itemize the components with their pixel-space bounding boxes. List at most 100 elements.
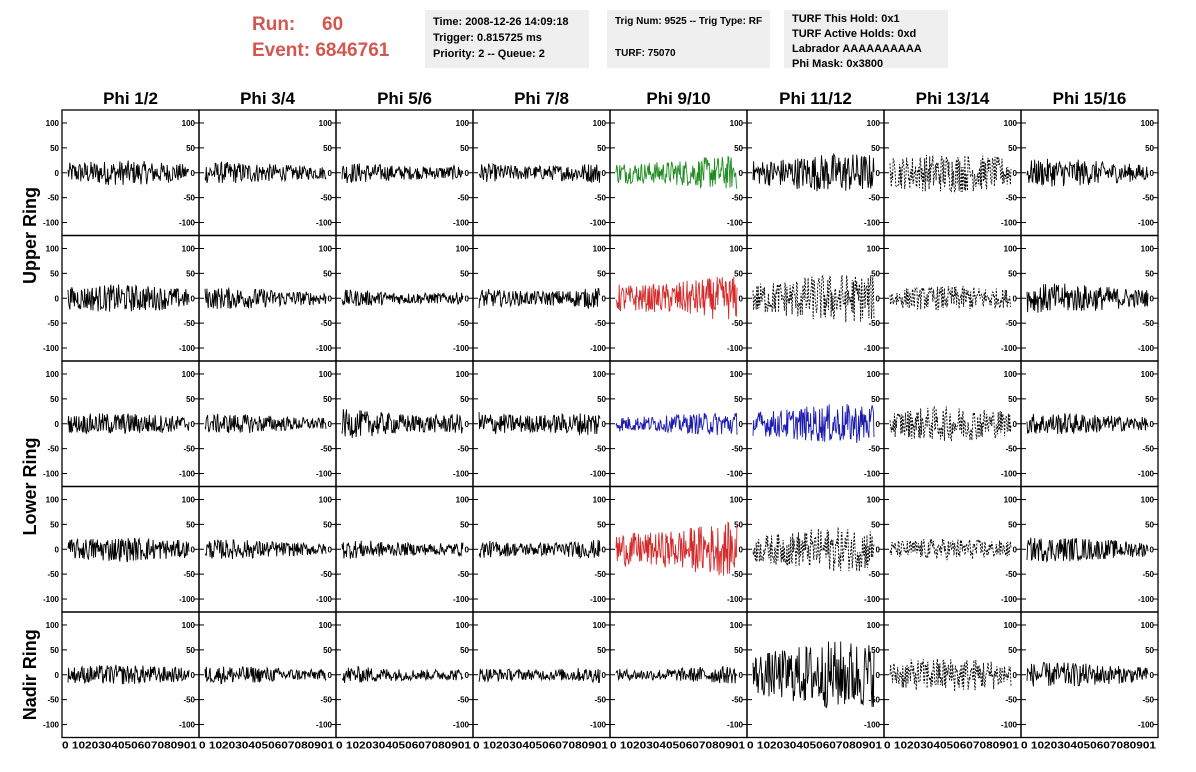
y-tick-label: 0: [876, 169, 881, 178]
event-label: Event:: [252, 40, 311, 61]
y-tick-label: 0: [1150, 169, 1155, 178]
y-tick-label: 100: [46, 621, 60, 630]
column-header: Phi 1/2: [103, 89, 158, 108]
y-tick-label: -50: [594, 319, 606, 328]
y-tick-label: -100: [864, 470, 881, 479]
waveform-panel: 100 50 0 -50 -100 0 1020304050607080901: [883, 611, 1022, 752]
y-tick-label: -50: [320, 319, 332, 328]
waveform-trace: [752, 403, 875, 444]
waveform-panel: 100 100 50 50 0 0 -50 -50 -100 -100 0 102030405060…: [43, 611, 200, 752]
y-tick-label: -100: [179, 344, 196, 353]
trig-num-text: Trig Num: 9525 -- Trig Type: RF: [615, 16, 763, 27]
y-tick-label: 100: [1004, 370, 1018, 379]
waveform-panel: 100 50 0 -50 -100: [472, 485, 611, 613]
y-tick-label: 50: [1008, 144, 1017, 153]
y-tick-label: -50: [868, 570, 880, 579]
y-tick-label: 50: [460, 646, 469, 655]
waveform-panel: 100 50 0 -50 -100 0 1020304050607080901: [472, 611, 611, 752]
y-tick-label: 0: [465, 545, 470, 554]
y-tick-label: -100: [1001, 721, 1018, 730]
y-tick-label: 0: [1150, 420, 1155, 429]
waveform-trace: [67, 664, 190, 685]
y-tick-label: 50: [1145, 646, 1154, 655]
waveform-trace: [752, 274, 875, 323]
y-tick-label: 0: [55, 545, 60, 554]
y-tick-label: 0: [602, 294, 607, 303]
y-tick-label: -100: [43, 721, 60, 730]
y-tick-label: -50: [1142, 445, 1154, 454]
y-tick-label: 50: [1008, 520, 1017, 529]
y-tick-label: -100: [864, 219, 881, 228]
waveform-panel: 100 50 0 -50 -100: [883, 485, 1022, 613]
phi-mask-text: Phi Mask: 0x3800: [792, 58, 884, 70]
y-tick-label: -50: [1005, 319, 1017, 328]
panel-frame: [198, 360, 337, 488]
waveform-panel: 100 50 0 -50 -100: [335, 485, 474, 613]
waveform-panel: 100 50 0 -50 -100: [335, 234, 474, 362]
y-tick-label: -100: [453, 344, 470, 353]
y-tick-label: 50: [50, 520, 59, 529]
y-tick-label: -100: [727, 344, 744, 353]
y-tick-label: 0: [602, 420, 607, 429]
trigger-text: Trigger: 0.815725 ms: [433, 32, 542, 44]
waveform-panel: 100 100 50 50 0 0 -50 -50 -100 -100: [43, 360, 200, 488]
run-event-header: Run: 60 Event: 6846761: [252, 12, 389, 64]
waveform-trace: [67, 537, 190, 563]
waveform-trace: [67, 413, 190, 435]
waveform-panel: 100 50 0 -50 -100: [472, 360, 611, 488]
waveform-trace: [752, 152, 875, 192]
waveform-panel: 100 50 0 -50 -100: [1020, 360, 1159, 488]
waveform-trace: [615, 276, 738, 320]
y-tick-label: -50: [183, 696, 195, 705]
waveform-trace: [1026, 158, 1149, 187]
y-tick-label: 0: [465, 420, 470, 429]
y-tick-label: 50: [186, 269, 195, 278]
x-tick-labels: 0 1020304050607080901: [884, 741, 1020, 752]
waveform-panel: 100 50 0 -50 -100 0 1020304050607080901: [609, 611, 748, 752]
panel-frame: [883, 485, 1022, 613]
waveform-trace: [341, 540, 464, 559]
y-tick-label: 50: [871, 646, 880, 655]
y-tick-label: 50: [460, 395, 469, 404]
waveform-trace: [204, 287, 327, 309]
y-tick-label: 50: [871, 520, 880, 529]
waveform-panel: 100 50 0 -50 -100 0 1020304050607080901: [1020, 611, 1159, 752]
y-tick-label: 0: [55, 671, 60, 680]
waveform-panel: 100 50 0 -50 -100: [472, 109, 611, 237]
panel-frame: [746, 234, 885, 362]
waveform-panel: 100 50 0 -50 -100: [335, 109, 474, 237]
y-tick-label: 0: [191, 420, 196, 429]
waveform-trace: [478, 668, 601, 684]
y-tick-label: 50: [597, 646, 606, 655]
waveform-panel: 100 50 0 -50 -100: [1020, 485, 1159, 613]
y-tick-label: 100: [319, 119, 333, 128]
y-tick-label: 50: [1008, 269, 1017, 278]
y-tick-label: -100: [43, 344, 60, 353]
y-tick-label: -100: [453, 470, 470, 479]
y-tick-label: -50: [320, 696, 332, 705]
y-tick-label: -50: [47, 696, 59, 705]
y-tick-label: 50: [186, 144, 195, 153]
y-tick-label: 100: [182, 119, 196, 128]
y-tick-label: -100: [43, 219, 60, 228]
y-tick-label: -50: [183, 194, 195, 203]
y-tick-label: -100: [453, 219, 470, 228]
column-header: Phi 3/4: [240, 89, 295, 108]
y-tick-label: -100: [1138, 344, 1155, 353]
y-tick-label: 100: [456, 370, 470, 379]
waveform-panel: 100 100 50 50 0 0 -50 -50 -100 -100: [43, 485, 200, 613]
waveform-trace: [204, 666, 327, 685]
y-tick-label: -100: [316, 219, 333, 228]
y-tick-label: 50: [734, 646, 743, 655]
y-tick-label: 100: [456, 119, 470, 128]
y-tick-label: 0: [328, 420, 333, 429]
waveform-panel: 100 50 0 -50 -100: [198, 485, 337, 613]
y-tick-label: -50: [457, 319, 469, 328]
y-tick-label: 50: [50, 395, 59, 404]
y-tick-label: 0: [739, 420, 744, 429]
y-tick-label: 100: [1004, 244, 1018, 253]
y-tick-label: 100: [182, 244, 196, 253]
waveform-panel: 100 100 50 50 0 0 -50 -50 -100 -100: [43, 109, 200, 237]
y-tick-label: 100: [1141, 244, 1155, 253]
y-tick-label: -100: [590, 219, 607, 228]
